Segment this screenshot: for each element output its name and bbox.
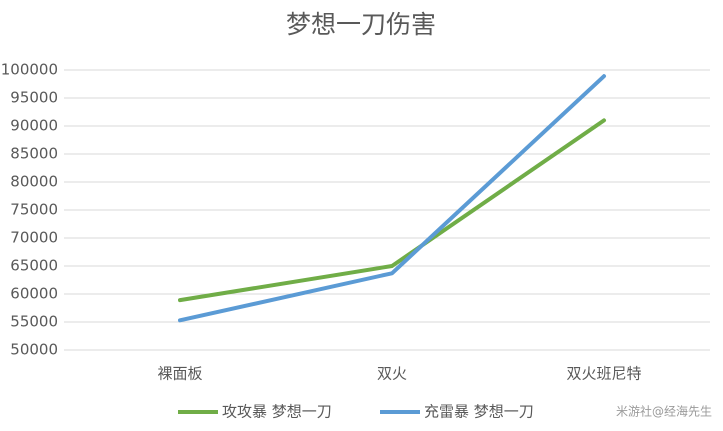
watermark: 米游社@经海先生 <box>616 404 712 419</box>
legend-label: 攻攻暴 梦想一刀 <box>222 403 332 421</box>
y-tick-label: 50000 <box>10 341 58 359</box>
y-tick-label: 90000 <box>10 117 58 135</box>
x-tick-label: 双火 <box>377 365 407 383</box>
series-line <box>178 118 606 303</box>
legend-label: 充雷暴 梦想一刀 <box>424 403 534 421</box>
x-tick-label: 裸面板 <box>157 365 202 383</box>
chart-title: 梦想一刀伤害 <box>286 10 436 39</box>
y-tick-label: 55000 <box>10 313 58 331</box>
y-tick-label: 85000 <box>10 145 58 163</box>
y-tick-label: 70000 <box>10 229 58 247</box>
y-tick-label: 75000 <box>10 201 58 219</box>
series-line <box>178 74 606 323</box>
y-tick-label: 80000 <box>10 173 58 191</box>
y-tick-label: 60000 <box>10 285 58 303</box>
y-tick-label: 95000 <box>10 89 58 107</box>
y-tick-label: 65000 <box>10 257 58 275</box>
y-tick-label: 100000 <box>1 61 58 79</box>
x-tick-label: 双火班尼特 <box>566 365 641 383</box>
